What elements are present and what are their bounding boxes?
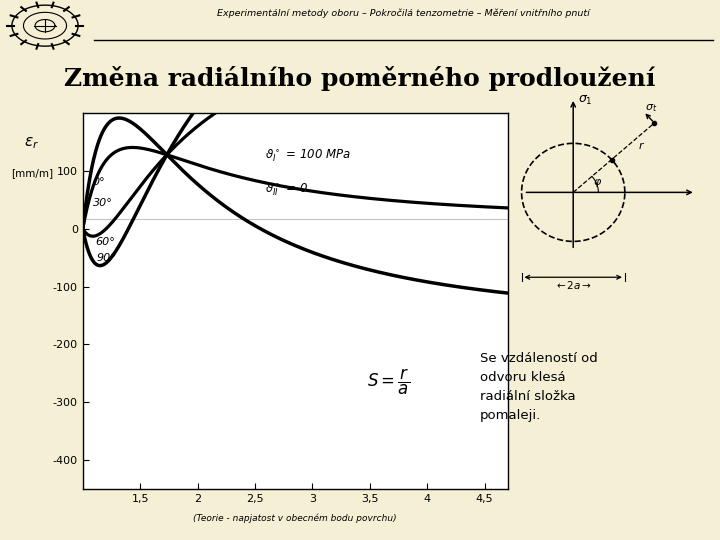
Text: $S = \dfrac{r}{a}$: $S = \dfrac{r}{a}$ <box>367 367 410 397</box>
Text: $\vartheta_{II}^\circ$ = 0: $\vartheta_{II}^\circ$ = 0 <box>266 181 308 198</box>
Text: $\vartheta_I^\circ$ = 100 MPa: $\vartheta_I^\circ$ = 100 MPa <box>266 147 351 164</box>
Text: Experimentální metody oboru – Pokročilá tenzometrie – Měření vnitřního pnutí: Experimentální metody oboru – Pokročilá … <box>217 9 590 18</box>
Text: 0°: 0° <box>92 177 105 187</box>
Text: $\sigma_t$: $\sigma_t$ <box>645 102 657 114</box>
Text: $\varepsilon_r$: $\varepsilon_r$ <box>24 136 40 151</box>
Text: 30°: 30° <box>94 199 113 208</box>
Text: Se vzdáleností od
odvoru klesá
radiální složka
pomaleji.: Se vzdáleností od odvoru klesá radiální … <box>480 352 598 422</box>
Text: r: r <box>638 141 643 151</box>
Text: (Teorie - napjatost v obecném bodu povrchu): (Teorie - napjatost v obecném bodu povrc… <box>194 513 397 523</box>
Text: $\sigma_1$: $\sigma_1$ <box>578 94 593 107</box>
Text: Změna radiálního poměrného prodloužení: Změna radiálního poměrného prodloužení <box>64 66 656 91</box>
Text: [mm/m]: [mm/m] <box>11 168 53 178</box>
Text: $\varphi$: $\varphi$ <box>593 177 602 189</box>
Text: 90°: 90° <box>97 253 117 263</box>
Text: 60°: 60° <box>95 237 114 247</box>
Text: $\leftarrow 2a \rightarrow$: $\leftarrow 2a \rightarrow$ <box>554 279 592 291</box>
